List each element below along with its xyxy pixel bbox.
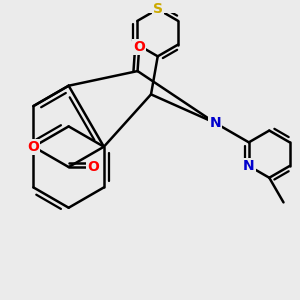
Text: N: N [210,116,221,130]
Text: N: N [243,159,255,173]
Text: O: O [87,160,99,174]
Text: S: S [153,2,163,16]
Text: O: O [28,140,39,154]
Text: O: O [133,40,145,54]
